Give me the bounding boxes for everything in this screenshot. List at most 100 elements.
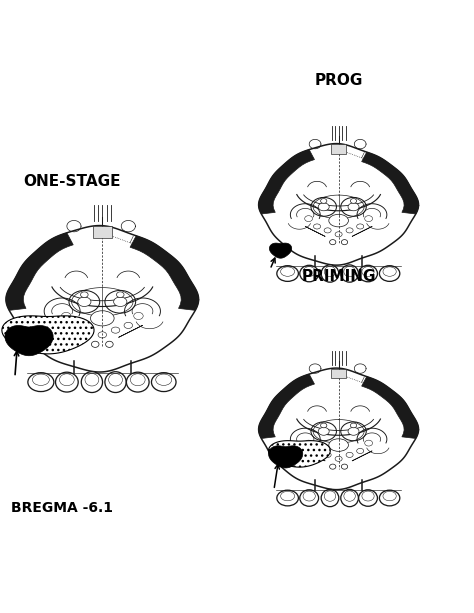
Ellipse shape [124,322,133,329]
Ellipse shape [318,427,329,435]
Polygon shape [5,326,53,356]
Ellipse shape [281,267,295,276]
Polygon shape [259,368,419,490]
Ellipse shape [356,448,364,454]
Polygon shape [269,243,292,258]
Ellipse shape [78,297,91,306]
Ellipse shape [81,292,88,297]
Ellipse shape [85,327,93,333]
Ellipse shape [341,197,366,216]
Ellipse shape [85,373,99,386]
Ellipse shape [156,374,172,386]
Ellipse shape [359,265,377,282]
Polygon shape [362,376,419,438]
Ellipse shape [134,313,143,319]
Ellipse shape [69,291,100,313]
Bar [331,144,346,154]
Bar [331,368,346,378]
Polygon shape [259,143,419,265]
Ellipse shape [341,464,347,469]
Ellipse shape [341,422,366,441]
Ellipse shape [356,224,364,229]
Ellipse shape [346,452,353,457]
Ellipse shape [109,373,122,386]
Ellipse shape [324,491,336,501]
Ellipse shape [62,313,71,319]
Ellipse shape [91,341,99,348]
Polygon shape [130,236,199,310]
Ellipse shape [277,265,299,281]
Ellipse shape [321,265,339,282]
Ellipse shape [311,422,337,441]
Ellipse shape [300,490,319,506]
Ellipse shape [362,491,374,501]
Polygon shape [268,441,330,467]
Text: BREGMA -6.1: BREGMA -6.1 [11,501,113,515]
Ellipse shape [324,267,336,276]
Ellipse shape [329,464,336,469]
Ellipse shape [281,492,295,501]
Ellipse shape [313,448,320,454]
Ellipse shape [321,489,339,507]
Ellipse shape [324,452,331,457]
Ellipse shape [365,440,373,446]
Ellipse shape [329,240,336,245]
Ellipse shape [303,267,315,276]
Ellipse shape [320,199,327,204]
Ellipse shape [359,490,377,506]
Ellipse shape [55,372,78,392]
Ellipse shape [320,423,327,428]
Polygon shape [2,316,94,354]
Ellipse shape [329,215,348,227]
Ellipse shape [329,439,348,451]
Ellipse shape [344,267,356,276]
Ellipse shape [344,491,356,501]
Ellipse shape [305,440,312,446]
Ellipse shape [365,216,373,221]
Ellipse shape [383,267,396,276]
Ellipse shape [335,232,342,237]
Bar [93,226,112,238]
Ellipse shape [324,228,331,233]
Ellipse shape [60,374,74,386]
Ellipse shape [318,203,329,211]
Ellipse shape [91,311,114,326]
Text: ONE-STAGE: ONE-STAGE [23,174,121,189]
Polygon shape [6,226,199,372]
Ellipse shape [350,423,356,428]
Ellipse shape [105,291,136,313]
Text: PRIMING: PRIMING [301,268,376,283]
Ellipse shape [341,489,358,507]
Text: PROG: PROG [314,74,363,88]
Ellipse shape [117,292,124,297]
Ellipse shape [335,456,342,462]
Ellipse shape [111,327,120,333]
Ellipse shape [383,492,396,501]
Ellipse shape [313,224,320,229]
Ellipse shape [106,341,113,348]
Ellipse shape [114,297,127,306]
Ellipse shape [379,265,400,281]
Polygon shape [6,233,73,310]
Ellipse shape [300,265,319,282]
Ellipse shape [277,490,299,506]
Ellipse shape [28,373,54,392]
Ellipse shape [105,371,126,392]
Ellipse shape [350,199,356,204]
Ellipse shape [130,374,145,386]
Ellipse shape [98,332,107,338]
Ellipse shape [348,203,359,211]
Ellipse shape [346,228,353,233]
Ellipse shape [127,372,149,392]
Ellipse shape [81,371,102,392]
Ellipse shape [32,374,49,386]
Ellipse shape [341,265,358,282]
Ellipse shape [305,216,312,221]
Ellipse shape [379,490,400,506]
Polygon shape [362,152,419,214]
Ellipse shape [72,322,81,329]
Polygon shape [259,374,314,438]
Ellipse shape [303,491,315,501]
Ellipse shape [362,267,374,276]
Polygon shape [259,150,314,214]
